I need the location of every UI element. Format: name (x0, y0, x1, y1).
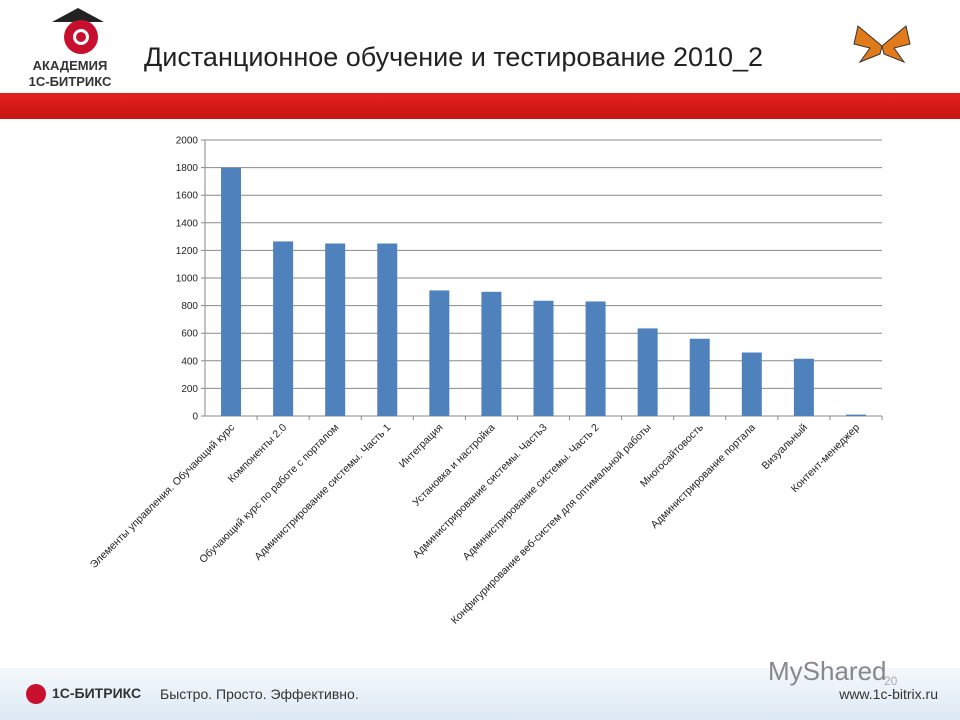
bar (689, 338, 710, 416)
x-tick-label: Администрирование портала (649, 422, 758, 531)
bar (429, 290, 450, 416)
footer-brand: 1С-БИТРИКС (52, 685, 142, 701)
bar (637, 328, 658, 416)
watermark: MyShared (768, 656, 887, 686)
y-tick-label: 600 (181, 329, 198, 340)
y-tick-label: 0 (192, 412, 198, 423)
bar (377, 243, 398, 416)
x-tick-label: Конфигурирование веб-систем для оптималь… (449, 422, 654, 627)
academy-logo: АКАДЕМИЯ 1С-БИТРИКС (14, 8, 126, 89)
y-tick-label: 400 (181, 356, 198, 367)
footer: 1С-БИТРИКС Быстро. Просто. Эффективно. w… (0, 668, 960, 720)
y-tick-label: 1200 (176, 246, 199, 257)
bar (325, 243, 346, 416)
bar (741, 352, 762, 416)
y-tick-label: 800 (181, 301, 198, 312)
bar (585, 301, 606, 416)
bitrix-logo-icon (26, 684, 46, 704)
page-title: Дистанционное обучение и тестирование 20… (144, 42, 764, 72)
bar (533, 300, 554, 416)
bar (273, 241, 294, 416)
footer-url[interactable]: www.1c-bitrix.ru (839, 686, 938, 702)
y-tick-label: 1600 (176, 191, 199, 202)
bar (845, 414, 866, 416)
y-tick-label: 1000 (176, 274, 199, 285)
footer-slogan: Быстро. Просто. Эффективно. (160, 686, 359, 702)
graduation-cap-icon (52, 8, 104, 22)
bar (481, 291, 502, 416)
y-tick-label: 2000 (176, 136, 199, 147)
bitrix-logo-icon (64, 20, 98, 54)
logo-text: 1С-БИТРИКС (28, 74, 112, 89)
page-number: 20 (884, 674, 898, 688)
y-tick-label: 1400 (176, 218, 199, 229)
logo-text: АКАДЕМИЯ (32, 58, 108, 73)
y-tick-label: 200 (181, 384, 198, 395)
y-tick-label: 1800 (176, 163, 199, 174)
x-tick-label: Визуальный (760, 422, 811, 473)
bar (793, 358, 814, 416)
bar (221, 167, 242, 416)
header-red-bar (0, 93, 960, 119)
butterfly-icon (853, 25, 911, 64)
x-tick-label: Интеграция (397, 422, 446, 471)
